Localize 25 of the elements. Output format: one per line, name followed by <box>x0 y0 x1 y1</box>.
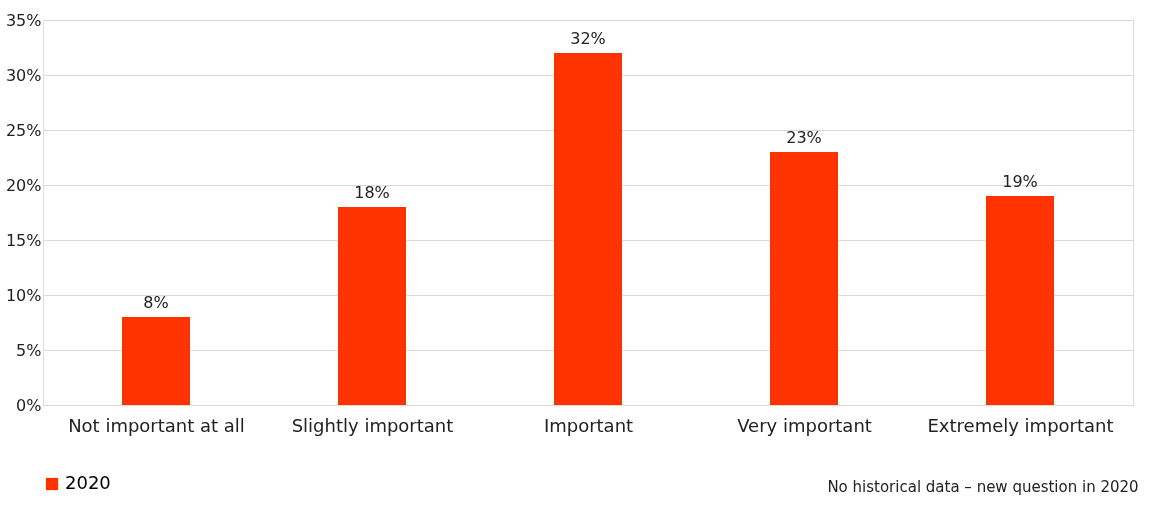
y-tick-label: 5% <box>16 340 42 360</box>
data-label: 19% <box>1002 172 1038 191</box>
x-tick-label: Slightly important <box>291 414 454 436</box>
data-label: 18% <box>354 183 390 202</box>
data-label: 23% <box>786 128 822 147</box>
y-tick-label: 15% <box>5 230 42 250</box>
x-tick-label: Extremely important <box>927 414 1114 436</box>
bar <box>986 196 1054 405</box>
legend-label: 2020 <box>65 472 111 493</box>
x-tick-label: Very important <box>737 414 872 436</box>
text: No historical data – new question in 2020 <box>827 478 1139 496</box>
x-tick-label: Important <box>543 414 634 436</box>
x-tick-label: Not important at all <box>68 414 245 436</box>
bar <box>770 152 838 405</box>
y-tick-label: 0% <box>16 395 42 415</box>
bar <box>554 53 622 405</box>
data-label: 8% <box>143 293 169 312</box>
bar <box>338 207 406 405</box>
y-tick-label: 30% <box>5 65 42 85</box>
bar <box>122 317 190 405</box>
y-tick-label: 25% <box>5 120 42 140</box>
y-tick-label: 10% <box>5 285 42 305</box>
data-label: 32% <box>570 29 606 48</box>
y-tick-label: 20% <box>5 175 42 195</box>
y-tick-label: 35% <box>5 10 42 30</box>
